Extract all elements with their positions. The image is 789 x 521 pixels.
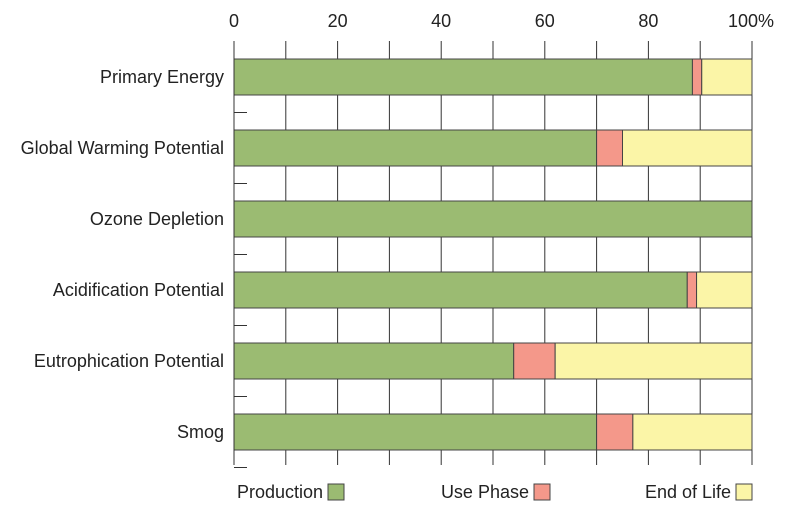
- x-tick-label: 100%: [728, 11, 774, 31]
- bar-segment-use-phase: [596, 129, 623, 167]
- bar-segment-end-of-life: [632, 413, 753, 451]
- bar-segment-end-of-life: [696, 271, 753, 309]
- bar-segment-use-phase: [686, 271, 698, 309]
- category-labels: Primary Energy Global Warming Potential Oz…: [21, 67, 224, 442]
- legend-swatch: [735, 483, 753, 501]
- legend-swatch: [327, 483, 345, 501]
- legend-label: Production: [237, 482, 323, 502]
- bar-segment-production: [233, 342, 515, 380]
- legend: Production Use Phase End of Life: [237, 482, 753, 502]
- bar-segment-use-phase: [691, 58, 703, 96]
- x-tick-label: 40: [431, 11, 451, 31]
- bar-segment-end-of-life: [701, 58, 753, 96]
- bar-segment-use-phase: [596, 413, 634, 451]
- bar-segment-end-of-life: [554, 342, 753, 380]
- category-label: Ozone Depletion: [90, 209, 224, 229]
- x-tick-label: 0: [229, 11, 239, 31]
- category-label: Acidification Potential: [53, 280, 224, 300]
- x-tick-label: 60: [535, 11, 555, 31]
- bar-segment-production: [233, 200, 753, 238]
- legend-label: End of Life: [645, 482, 731, 502]
- legend-label: Use Phase: [441, 482, 529, 502]
- x-tick-label: 20: [328, 11, 348, 31]
- bar-segment-production: [233, 271, 688, 309]
- category-label: Eutrophication Potential: [34, 351, 224, 371]
- x-tick-label: 80: [638, 11, 658, 31]
- legend-swatch: [533, 483, 551, 501]
- category-label: Global Warming Potential: [21, 138, 224, 158]
- bars: [233, 58, 753, 451]
- bar-segment-production: [233, 129, 598, 167]
- bar-segment-end-of-life: [622, 129, 753, 167]
- x-tick-labels: 0 20 40 60 80 100%: [229, 11, 774, 31]
- bar-segment-use-phase: [513, 342, 556, 380]
- bar-segment-production: [233, 58, 693, 96]
- category-label: Smog: [177, 422, 224, 442]
- bar-segment-production: [233, 413, 598, 451]
- axis: [233, 41, 247, 468]
- category-label: Primary Energy: [100, 67, 224, 87]
- grid-lines: [285, 41, 753, 465]
